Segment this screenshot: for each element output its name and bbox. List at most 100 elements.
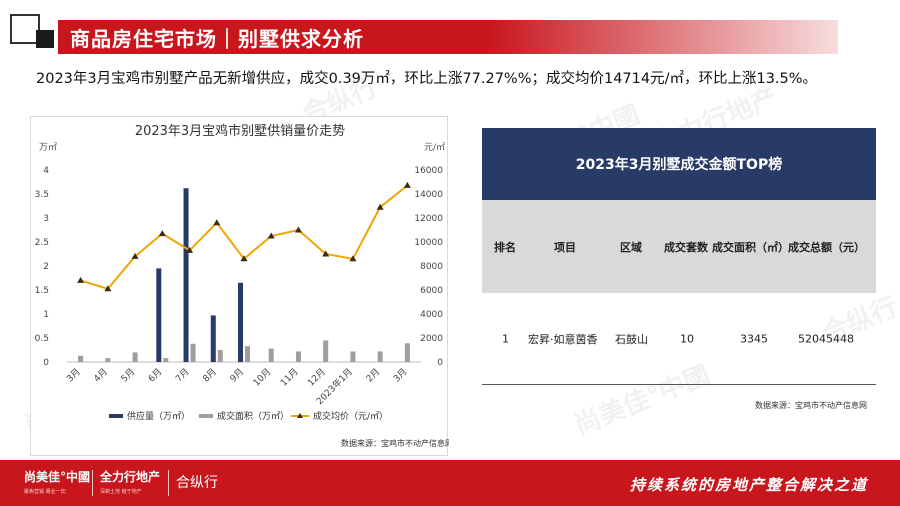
x-tick-label: 8月 [201, 366, 219, 384]
footer: 尚美佳°中國 聚焦营销 專业一切 全力行地产 深耕土地 植于地产 合纵行 持续系… [0, 460, 900, 506]
x-tick-label: 7月 [173, 366, 191, 384]
chart-panel: 2023年3月宝鸡市别墅供销量价走势 万㎡ 元/㎡ 0 0.5 1 1.5 2 2.5 3 3.5 4… [30, 116, 449, 456]
cell-area: 石鼓山 [615, 332, 648, 346]
x-tick-label: 6月 [146, 366, 164, 384]
trade-area-bar [190, 343, 196, 362]
y-right-tick-label: 4000 [420, 310, 443, 320]
trade-area-bar [323, 340, 329, 362]
supply-bar [210, 315, 216, 362]
x-tick-label: 11月 [278, 366, 300, 388]
column-header: 项目 [554, 240, 576, 254]
trade-area-bar [268, 348, 274, 362]
price-point [213, 219, 221, 226]
footer-divider [168, 470, 169, 496]
header-bar [58, 20, 838, 54]
x-tick-label: 4月 [92, 366, 110, 384]
summary-text: 2023年3月宝鸡市别墅产品无新增供应，成交0.39万㎡，环比上涨77.27%%… [36, 71, 818, 87]
supply-bar [238, 282, 243, 362]
price-point [294, 226, 302, 233]
y-left-tick-label: 0 [43, 358, 49, 368]
price-point [104, 285, 112, 292]
trade-area-bar [217, 350, 223, 362]
footer-logo-quanlixing-sub: 深耕土地 植于地产 [100, 489, 142, 495]
cell-size: 3345 [740, 332, 768, 345]
price-point [131, 252, 139, 259]
footer-logo-shangmeijia: 尚美佳°中國 [24, 470, 91, 484]
price-point [267, 232, 275, 239]
price-point [77, 276, 85, 283]
trade-area-bar [78, 355, 84, 362]
footer-divider [92, 470, 93, 496]
x-tick-label: 2月 [364, 366, 382, 384]
legend-label-trade: 成交面积（万㎡） [217, 410, 289, 422]
column-header: 区域 [620, 240, 642, 254]
page-title: 商品房住宅市场｜别墅供求分析 [70, 27, 364, 51]
table-title: 2023年3月别墅成交金额TOP榜 [482, 128, 876, 200]
table-source: 数据来源：宝鸡市不动产信息网 [755, 401, 867, 410]
footer-slogan: 持续系统的房地产整合解决之道 [629, 476, 868, 494]
y-left-tick-label: 1.5 [35, 286, 49, 296]
y-right-tick-label: 6000 [420, 286, 443, 296]
supply-bar [156, 268, 162, 362]
cell-rank: 1 [502, 332, 509, 345]
column-header: 成交套数 [664, 240, 708, 254]
column-header: 排名 [494, 240, 516, 254]
table-row: 1 宏昇·如意茵香 石鼓山 10 3345 52045448 [482, 293, 876, 385]
footer-logo-quanlixing: 全力行地产 [100, 470, 161, 484]
y-left-tick-label: 3 [43, 214, 49, 224]
y-right-tick-label: 10000 [414, 238, 443, 248]
x-tick-label: 5月 [119, 366, 137, 384]
price-point [376, 203, 384, 210]
chart-title: 2023年3月宝鸡市别墅供销量价走势 [135, 123, 345, 139]
y-left-tick-label: 0.5 [35, 334, 49, 344]
header-deco-square [36, 30, 54, 48]
trade-area-bar [404, 343, 410, 362]
y-left-tick-label: 3.5 [35, 190, 49, 200]
x-tick-label: 12月 [306, 366, 328, 388]
cell-units: 10 [680, 332, 694, 345]
legend-swatch-supply [109, 414, 123, 418]
trade-area-bar [105, 358, 111, 362]
legend-label-price: 成交均价（元/㎡） [313, 410, 388, 422]
chart-source: 数据来源：宝鸡市不动产信息网 [341, 438, 449, 448]
x-tick-label: 3月 [391, 366, 409, 384]
trade-area-bar [350, 351, 356, 362]
x-tick-label: 9月 [228, 366, 246, 384]
y-left-tick-label: 2.5 [35, 238, 49, 248]
x-tick-label: 10月 [251, 366, 273, 388]
trade-area-bar [163, 358, 169, 362]
x-tick-label: 3月 [65, 366, 83, 384]
footer-logo-shangmeijia-sub: 聚焦营销 專业一切 [24, 489, 66, 495]
y-left-unit: 万㎡ [39, 142, 57, 153]
trade-area-bar [132, 352, 138, 362]
price-point [349, 255, 357, 262]
y-right-tick-label: 2000 [420, 334, 443, 344]
legend-label-supply: 供应量（万㎡） [127, 410, 190, 422]
price-point [186, 246, 194, 253]
y-left-tick-label: 2 [43, 262, 49, 272]
price-line [80, 184, 409, 290]
trade-area-bar [295, 351, 301, 362]
y-right-tick-label: 14000 [414, 190, 443, 200]
y-right-tick-label: 0 [437, 358, 443, 368]
y-right-tick-label: 12000 [414, 214, 443, 224]
y-right-unit: 元/㎡ [424, 142, 445, 153]
supply-bar [183, 188, 189, 362]
trade-area-bar [245, 346, 250, 362]
legend-swatch-price-marker [297, 413, 303, 418]
footer-logo-hezongxing: 合纵行 [176, 475, 218, 491]
price-point [240, 255, 248, 262]
trade-area-bar [377, 351, 383, 362]
price-point [403, 181, 411, 188]
cell-total: 52045448 [798, 332, 854, 345]
y-right-tick-label: 16000 [414, 166, 443, 176]
price-point [158, 230, 166, 237]
y-left-tick-label: 4 [43, 166, 49, 176]
table-column-header: 排名 项目 区域 成交套数 成交面积（㎡） 成交总额（元） [482, 200, 876, 293]
legend-swatch-trade [199, 414, 213, 418]
column-header: 成交总额（元） [788, 240, 865, 254]
price-point [322, 250, 330, 257]
column-header: 成交面积（㎡） [712, 240, 789, 254]
cell-project: 宏昇·如意茵香 [528, 332, 598, 346]
